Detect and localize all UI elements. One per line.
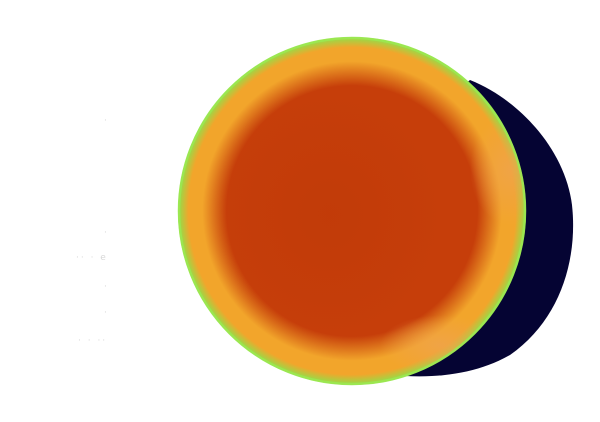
disc-rim	[177, 36, 527, 386]
faint-label: ·· · e	[76, 253, 108, 263]
faint-label: · · ··	[78, 336, 108, 346]
warm-spot-right	[470, 115, 526, 225]
faint-label: ·	[104, 282, 109, 292]
faint-label: ·	[104, 228, 109, 238]
faint-label: ·	[104, 308, 109, 318]
faint-label: ·	[104, 116, 109, 126]
inner-shade	[210, 85, 450, 345]
